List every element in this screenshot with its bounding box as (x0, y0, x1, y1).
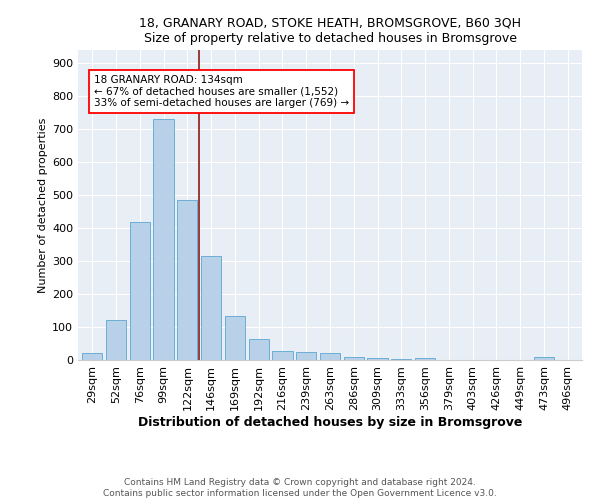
Bar (367, 358, 388, 360)
X-axis label: Distribution of detached houses by size in Bromsgrove: Distribution of detached houses by size … (138, 416, 522, 428)
Text: 18 GRANARY ROAD: 134sqm
← 67% of detached houses are smaller (1,552)
33% of semi: 18 GRANARY ROAD: 134sqm ← 67% of detache… (94, 74, 349, 108)
Bar (248, 338, 269, 360)
Bar (177, 200, 197, 360)
Bar (106, 320, 126, 360)
Bar (130, 222, 150, 360)
Bar (391, 358, 412, 360)
Bar (154, 120, 173, 360)
Text: Contains HM Land Registry data © Crown copyright and database right 2024.
Contai: Contains HM Land Registry data © Crown c… (103, 478, 497, 498)
Bar (82, 354, 103, 360)
Bar (320, 352, 340, 360)
Title: 18, GRANARY ROAD, STOKE HEATH, BROMSGROVE, B60 3QH
Size of property relative to : 18, GRANARY ROAD, STOKE HEATH, BROMSGROV… (139, 16, 521, 44)
Bar (201, 256, 221, 360)
Bar (534, 357, 554, 360)
Bar (272, 351, 293, 360)
Bar (344, 356, 364, 360)
Y-axis label: Number of detached properties: Number of detached properties (38, 118, 48, 292)
Bar (415, 358, 435, 360)
Bar (296, 352, 316, 360)
Bar (225, 316, 245, 360)
